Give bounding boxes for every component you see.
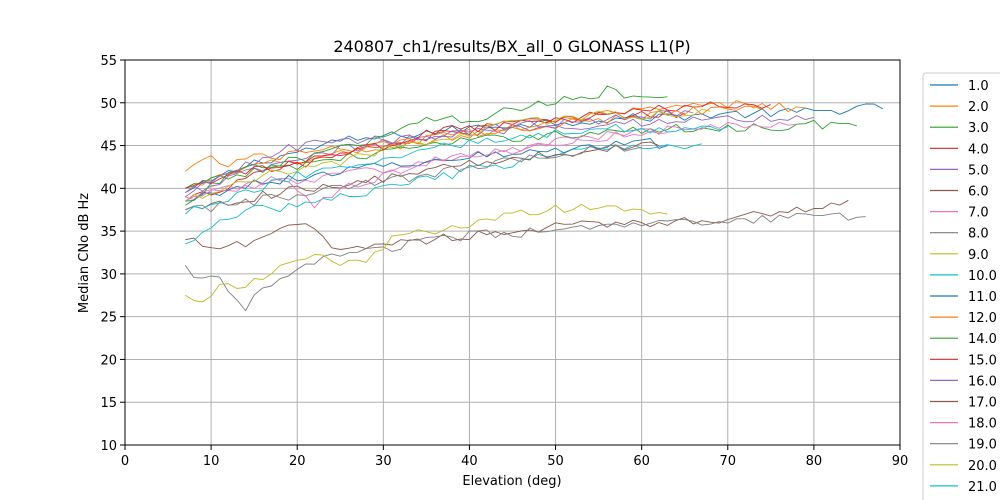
series-line xyxy=(185,110,694,198)
x-tick-label: 70 xyxy=(720,454,737,469)
series-line xyxy=(185,108,711,202)
legend-frame xyxy=(922,72,1000,500)
legend-label: 11.0 xyxy=(968,290,997,305)
legend-label: 3.0 xyxy=(968,121,989,136)
legend-label: 4.0 xyxy=(968,142,989,157)
legend-label: 18.0 xyxy=(968,417,997,432)
y-tick-label: 50 xyxy=(100,97,117,112)
legend-label: 16.0 xyxy=(968,374,997,389)
series-line xyxy=(185,199,849,250)
series-line xyxy=(185,109,685,189)
y-tick-label: 20 xyxy=(100,353,117,368)
x-tick-label: 50 xyxy=(547,454,564,469)
series-line xyxy=(185,123,728,215)
legend-label: 2.0 xyxy=(968,100,989,115)
legend-label: 21.0 xyxy=(968,480,997,495)
legend-label: 1.0 xyxy=(968,79,989,94)
y-tick-label: 45 xyxy=(100,140,117,155)
legend-label: 12.0 xyxy=(968,311,997,326)
series-line xyxy=(185,119,858,189)
legend-label: 20.0 xyxy=(968,459,997,474)
legend-label: 14.0 xyxy=(968,332,997,347)
x-axis-label: Elevation (deg) xyxy=(462,474,561,489)
series-layer xyxy=(184,85,884,312)
series-line xyxy=(184,212,866,312)
legend-label: 7.0 xyxy=(968,206,989,221)
legend-label: 9.0 xyxy=(968,248,989,263)
series-line xyxy=(185,114,815,193)
y-tick-label: 25 xyxy=(100,311,117,326)
grid xyxy=(124,59,901,446)
y-tick-label: 10 xyxy=(100,439,117,454)
legend-label: 5.0 xyxy=(968,163,989,178)
legend-label: 8.0 xyxy=(968,227,989,242)
series-line xyxy=(185,121,797,201)
x-tick-label: 10 xyxy=(203,454,220,469)
series-line xyxy=(185,130,668,209)
y-tick-label: 30 xyxy=(100,268,117,283)
y-axis-label: Median CNo dB Hz xyxy=(77,193,92,313)
series-line xyxy=(185,203,668,303)
legend-label: 10.0 xyxy=(968,269,997,284)
plot-frame xyxy=(124,59,901,446)
x-tick-label: 90 xyxy=(892,454,909,469)
legend-label: 19.0 xyxy=(968,438,997,453)
x-tick-label: 20 xyxy=(289,454,306,469)
x-tick-label: 0 xyxy=(121,454,129,469)
y-tick-label: 55 xyxy=(100,54,117,69)
x-axis: 0 10 20 30 40 50 60 70 80 90 xyxy=(121,445,908,469)
x-tick-label: 60 xyxy=(633,454,650,469)
x-tick-label: 80 xyxy=(806,454,823,469)
legend-label: 6.0 xyxy=(968,185,989,200)
series-line xyxy=(185,141,660,211)
series-line xyxy=(185,143,703,245)
x-tick-label: 40 xyxy=(461,454,478,469)
y-tick-label: 15 xyxy=(100,396,117,411)
y-tick-label: 40 xyxy=(100,182,117,197)
series-line xyxy=(185,144,642,213)
y-axis: 10 15 20 25 30 35 40 45 50 55 xyxy=(100,54,125,454)
x-tick-label: 30 xyxy=(375,454,392,469)
legend: 1.0 2.0 3.0 4.0 5.0 6.0 7.0 8.0 9.0 10.0 11.0 12.0 1… xyxy=(922,72,1000,500)
legend-label: 15.0 xyxy=(968,353,997,368)
series-line xyxy=(185,138,668,202)
y-tick-label: 35 xyxy=(100,225,117,240)
chart-title: 240807_ch1/results/BX_all_0 GLONASS L1(P… xyxy=(333,37,690,57)
legend-label: 17.0 xyxy=(968,396,997,411)
